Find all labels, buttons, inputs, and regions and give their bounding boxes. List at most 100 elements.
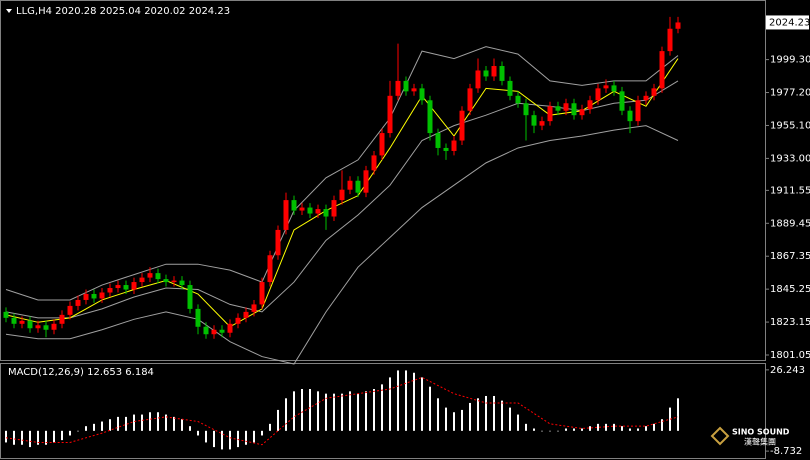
candle-body (307, 207, 313, 214)
candle-body (187, 285, 193, 309)
macd-bar (517, 414, 519, 431)
macd-bar (445, 407, 447, 431)
candle-body (91, 293, 97, 299)
macd-bar (213, 430, 215, 448)
candle-body (163, 279, 169, 283)
y-tick-label: 1801.05 (770, 350, 810, 361)
macd-bar (357, 393, 359, 431)
macd-bar (613, 423, 615, 431)
macd-bar (269, 423, 271, 431)
candle-body (339, 189, 345, 201)
candle-body (395, 80, 401, 96)
macd-bar (501, 400, 503, 431)
candle-body (611, 85, 617, 92)
macd-bar (541, 430, 543, 432)
macd-bar (621, 426, 623, 431)
macd-bar (509, 407, 511, 431)
macd-bar (605, 423, 607, 431)
candle-body (547, 106, 553, 122)
logo-icon (710, 426, 730, 446)
candle-body (115, 285, 121, 289)
macd-bar (173, 416, 175, 431)
macd-bar (37, 430, 39, 445)
macd-bar (117, 416, 119, 431)
macd-bar (485, 395, 487, 431)
macd-bar (85, 426, 87, 431)
macd-bar (277, 409, 279, 431)
candle-body (363, 170, 369, 193)
macd-bar (333, 393, 335, 431)
chart-title: LLG,H4 2020.28 2025.04 2020.02 2024.23 (16, 6, 230, 17)
candle-body (299, 207, 305, 211)
candle-body (3, 311, 9, 318)
candle-body (467, 88, 473, 111)
macd-bar (413, 372, 415, 431)
candle-body (643, 95, 649, 101)
candle-body (35, 325, 41, 329)
candle-body (587, 100, 593, 110)
y-tick-label: 26.243 (770, 365, 805, 376)
macd-bar (493, 395, 495, 431)
macd-bar (245, 430, 247, 445)
candle-body (51, 323, 57, 330)
y-tick-label: 1933.00 (770, 153, 810, 164)
candle-body (99, 292, 105, 299)
macd-bar (349, 391, 351, 431)
macd-bar (221, 430, 223, 450)
macd-bar (525, 423, 527, 431)
macd-bar (157, 412, 159, 431)
macd-bar (637, 428, 639, 431)
macd-bar (573, 428, 575, 431)
macd-bar (69, 430, 71, 436)
macd-bar (581, 428, 583, 431)
macd-bar (293, 391, 295, 431)
candle-body (507, 80, 513, 96)
candle-body (563, 103, 569, 111)
y-tick-label: -8.732 (770, 446, 802, 457)
indicator-line (5, 376, 679, 446)
macd-bar (253, 430, 255, 443)
candle-body (539, 121, 545, 126)
macd-bar (165, 414, 167, 431)
macd-bar (197, 430, 199, 436)
menu-arrow[interactable] (6, 9, 12, 13)
macd-bar (61, 430, 63, 441)
macd-bar (629, 428, 631, 431)
candle-body (67, 305, 73, 315)
candle-body (171, 280, 177, 283)
candle-body (579, 109, 585, 116)
macd-bar (77, 430, 79, 432)
candle-body (323, 209, 329, 217)
candle-body (651, 88, 657, 96)
macd-bar (477, 398, 479, 431)
y-tick-label: 1845.25 (770, 284, 810, 295)
candle-body (515, 95, 521, 104)
candle-body (667, 28, 673, 52)
candle-body (83, 293, 89, 300)
candle-body (259, 282, 265, 305)
candle-body (195, 308, 201, 327)
macd-bar (405, 370, 407, 431)
macd-bar (237, 430, 239, 448)
candle-body (627, 110, 633, 122)
macd-bar (429, 386, 431, 431)
macd-bar (365, 391, 367, 431)
candle-body (251, 304, 257, 312)
macd-bar (597, 423, 599, 431)
candle-body (411, 88, 417, 92)
candle-body (75, 299, 81, 306)
candle-body (27, 320, 33, 329)
candle-body (331, 200, 337, 217)
macd-bar (397, 370, 399, 431)
candle-body (43, 325, 49, 330)
macd-bar (325, 393, 327, 431)
macd-bar (5, 430, 7, 443)
macd-bar (45, 430, 47, 445)
last-price-label: 2024.23 (769, 17, 810, 28)
candle-body (531, 115, 537, 126)
candle-body (595, 88, 601, 101)
y-tick-label: 1955.10 (770, 120, 810, 131)
macd-bar (645, 426, 647, 431)
candle-body (275, 229, 281, 256)
